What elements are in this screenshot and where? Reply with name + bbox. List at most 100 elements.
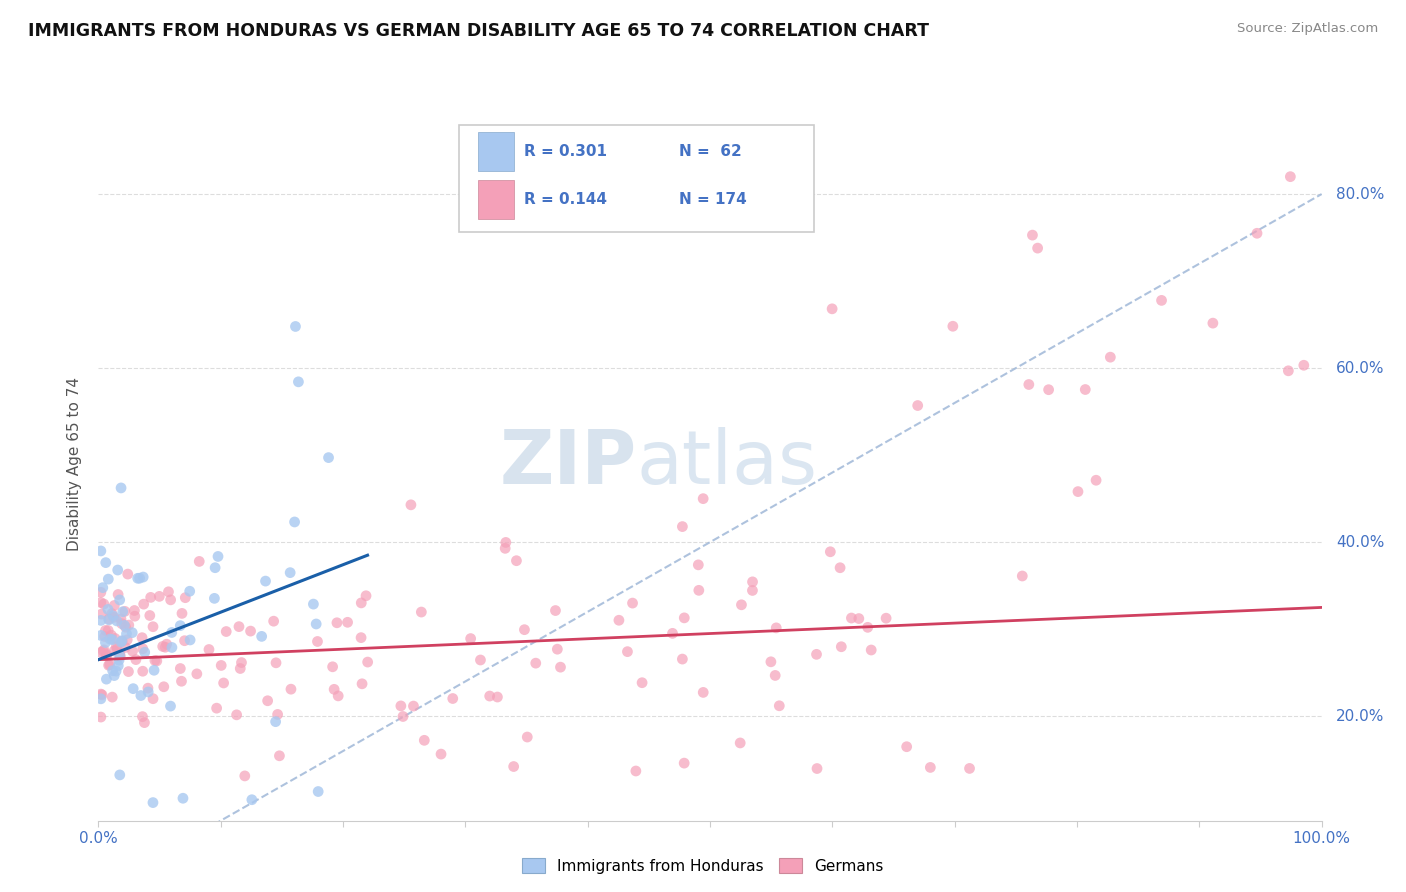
Point bbox=[186, 666, 208, 681]
Point bbox=[103, 644, 125, 658]
Point bbox=[174, 591, 197, 605]
Point bbox=[108, 593, 131, 607]
Point bbox=[139, 608, 162, 623]
Point bbox=[688, 583, 710, 598]
Point bbox=[94, 624, 117, 638]
Point bbox=[101, 607, 124, 621]
Point bbox=[142, 691, 165, 706]
Point bbox=[128, 571, 150, 585]
Point bbox=[155, 640, 177, 655]
Text: N = 174: N = 174 bbox=[679, 193, 747, 207]
Point bbox=[478, 689, 501, 703]
Point bbox=[97, 613, 120, 627]
Point bbox=[284, 319, 307, 334]
Point bbox=[90, 710, 112, 724]
Point bbox=[96, 672, 118, 686]
Point bbox=[307, 784, 329, 798]
Point bbox=[765, 621, 787, 635]
Point bbox=[470, 653, 492, 667]
Point bbox=[124, 603, 146, 617]
Point bbox=[264, 656, 287, 670]
Point bbox=[90, 595, 112, 609]
Point bbox=[107, 658, 129, 673]
Point bbox=[118, 618, 141, 632]
Point bbox=[624, 764, 647, 778]
Point bbox=[1011, 569, 1033, 583]
Point bbox=[411, 605, 433, 619]
Y-axis label: Disability Age 65 to 74: Disability Age 65 to 74 bbox=[67, 376, 83, 551]
Point bbox=[98, 632, 121, 646]
Point bbox=[856, 620, 879, 634]
Point bbox=[96, 648, 118, 662]
Point bbox=[110, 635, 132, 649]
Point bbox=[96, 648, 118, 663]
Point bbox=[105, 614, 128, 628]
Point bbox=[730, 598, 752, 612]
Point bbox=[129, 689, 152, 703]
Point bbox=[104, 632, 127, 646]
Point bbox=[1277, 364, 1299, 378]
Point bbox=[132, 641, 155, 656]
Point bbox=[91, 644, 114, 658]
Point bbox=[1202, 316, 1225, 330]
Point bbox=[139, 591, 162, 605]
Point bbox=[97, 572, 120, 586]
Point bbox=[544, 603, 567, 617]
Point bbox=[90, 614, 112, 628]
Point bbox=[229, 661, 252, 675]
Point bbox=[328, 689, 350, 703]
Point bbox=[728, 736, 751, 750]
Bar bbox=[478, 132, 515, 171]
Point bbox=[114, 640, 136, 655]
Point bbox=[350, 596, 373, 610]
Point bbox=[821, 301, 844, 316]
Point bbox=[326, 615, 349, 630]
Point bbox=[225, 707, 247, 722]
Point bbox=[169, 618, 191, 632]
Point bbox=[336, 615, 359, 630]
Point bbox=[841, 611, 863, 625]
Point bbox=[269, 748, 291, 763]
Point bbox=[264, 714, 287, 729]
Point bbox=[170, 607, 193, 621]
Point bbox=[860, 643, 883, 657]
Point bbox=[114, 620, 136, 634]
Point bbox=[502, 759, 524, 773]
Point bbox=[875, 611, 897, 625]
Point bbox=[959, 761, 981, 775]
Point bbox=[110, 649, 132, 664]
Point bbox=[146, 654, 169, 668]
Point bbox=[354, 589, 377, 603]
Point bbox=[124, 609, 146, 624]
Point bbox=[152, 640, 174, 654]
Point bbox=[159, 592, 181, 607]
Point bbox=[505, 554, 527, 568]
Point bbox=[105, 664, 128, 678]
Point bbox=[441, 691, 464, 706]
Point bbox=[90, 585, 112, 599]
Point bbox=[240, 793, 263, 807]
Point bbox=[209, 658, 232, 673]
Point bbox=[896, 739, 918, 754]
Point bbox=[673, 611, 696, 625]
Point bbox=[741, 574, 763, 589]
Point bbox=[207, 549, 229, 564]
Point bbox=[110, 481, 132, 495]
Point bbox=[322, 660, 344, 674]
Point bbox=[263, 614, 285, 628]
Point bbox=[763, 668, 786, 682]
Point bbox=[105, 640, 128, 654]
Point bbox=[692, 685, 714, 699]
Point bbox=[117, 567, 139, 582]
Point bbox=[117, 665, 139, 679]
Point bbox=[494, 541, 516, 556]
Point bbox=[671, 652, 693, 666]
Point bbox=[621, 596, 644, 610]
Point bbox=[121, 625, 143, 640]
Point bbox=[692, 491, 714, 506]
Point bbox=[108, 653, 131, 667]
Point bbox=[131, 631, 153, 645]
Point bbox=[179, 632, 201, 647]
Point bbox=[152, 680, 174, 694]
Point bbox=[212, 676, 235, 690]
